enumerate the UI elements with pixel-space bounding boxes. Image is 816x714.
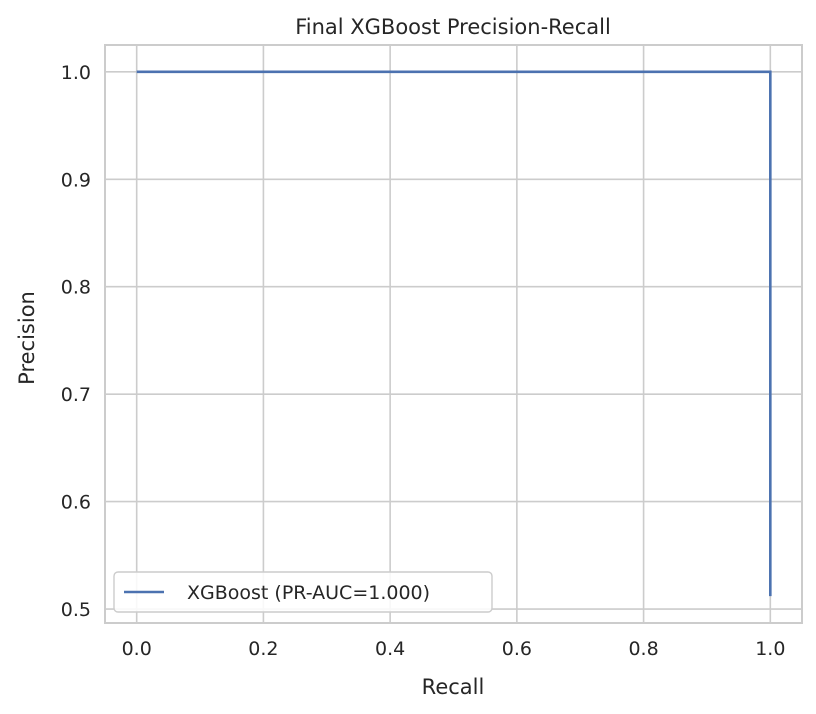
chart-title: Final XGBoost Precision-Recall [295,15,611,39]
y-tick-label: 0.7 [61,384,91,406]
x-tick-label: 0.0 [122,638,152,660]
y-tick-label: 0.5 [61,599,91,621]
legend: XGBoost (PR-AUC=1.000) [113,571,493,613]
plot-frame [104,44,803,624]
grid-lines [105,45,802,623]
y-tick-labels: 0.5 0.6 0.7 0.8 0.9 1.0 [61,62,91,621]
legend-box [113,571,493,613]
y-axis-label: Precision [15,291,39,385]
x-tick-label: 0.2 [248,638,278,660]
x-tick-label: 0.4 [375,638,405,660]
legend-label: XGBoost (PR-AUC=1.000) [187,582,430,604]
pr-curve-line [136,70,772,597]
x-axis-label: Recall [422,675,485,699]
x-tick-label: 1.0 [755,638,785,660]
x-tick-label: 0.8 [628,638,658,660]
y-tick-label: 1.0 [61,62,91,84]
y-tick-label: 0.6 [61,492,91,514]
x-tick-labels: 0.0 0.2 0.4 0.6 0.8 1.0 [122,638,786,660]
y-tick-label: 0.9 [61,169,91,191]
plot-series [136,70,772,597]
x-tick-label: 0.6 [502,638,532,660]
y-tick-label: 0.8 [61,277,91,299]
